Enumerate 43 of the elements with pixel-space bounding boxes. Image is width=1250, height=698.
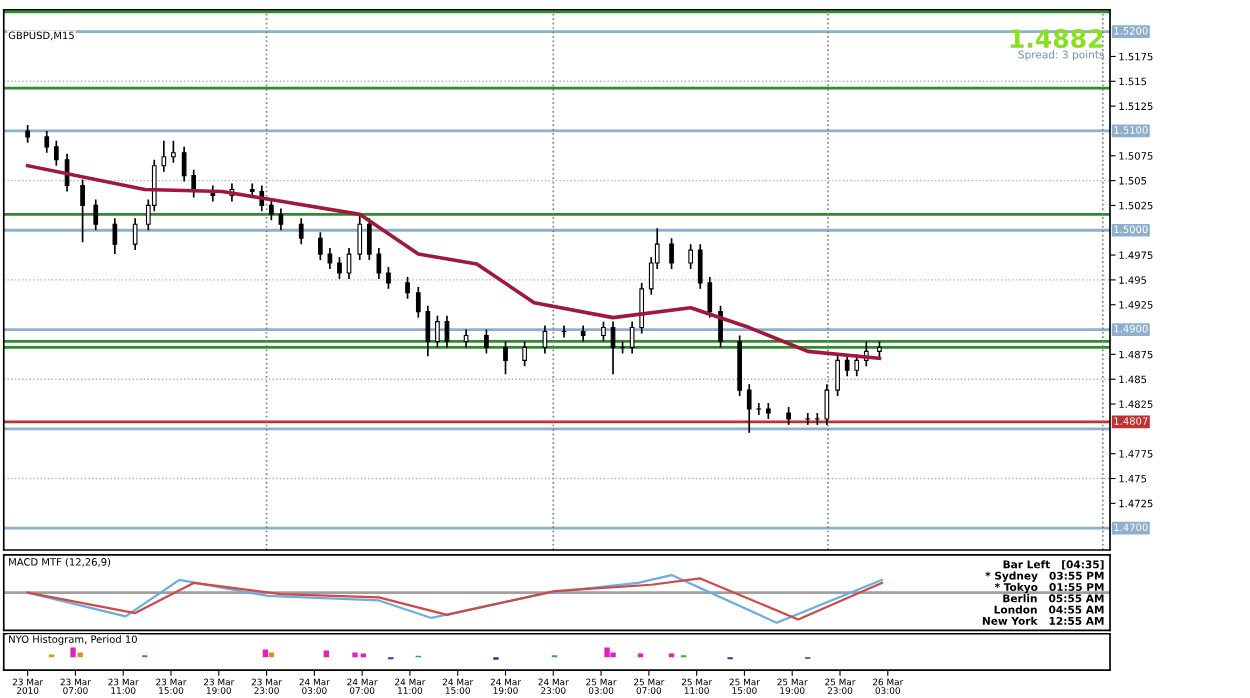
candlestick (522, 340, 527, 368)
candlestick (814, 412, 820, 426)
candlestick (53, 140, 59, 167)
candlestick (805, 412, 811, 426)
candlestick (337, 256, 342, 280)
candlestick (405, 276, 410, 300)
candlestick (376, 247, 382, 280)
candlestick (161, 140, 167, 173)
candlestick (181, 145, 187, 183)
candlestick (298, 217, 304, 245)
candlestick (669, 237, 674, 270)
candlestick (756, 402, 762, 416)
candlestick (171, 140, 176, 164)
candlestick (629, 320, 635, 355)
candlestick (746, 383, 752, 434)
candlestick (824, 383, 830, 426)
candlestick (327, 247, 333, 270)
candlestick (278, 207, 284, 232)
candlestick (542, 324, 548, 355)
candlestick (112, 217, 118, 255)
candlestick (132, 217, 138, 251)
candlestick (64, 152, 70, 193)
candlestick (435, 314, 440, 349)
candlestick (415, 286, 421, 319)
line-series (25, 163, 882, 361)
candlestick (484, 328, 489, 355)
candlestick (80, 178, 85, 243)
candlestick (503, 340, 508, 376)
candlestick (346, 247, 352, 280)
candlestick (835, 353, 840, 397)
candlestick (601, 320, 606, 343)
candlestick (718, 304, 723, 349)
candlestick (93, 198, 99, 232)
candlestick (366, 217, 372, 261)
candlestick (386, 266, 391, 290)
candlestick (688, 243, 694, 270)
annotation: 1.4882 (1010, 29, 1103, 49)
candlestick (425, 304, 431, 358)
candlestick (44, 130, 50, 154)
candlestick (707, 276, 713, 319)
candlestick (357, 213, 363, 261)
candlestick (317, 231, 323, 261)
candlestick (697, 243, 703, 290)
